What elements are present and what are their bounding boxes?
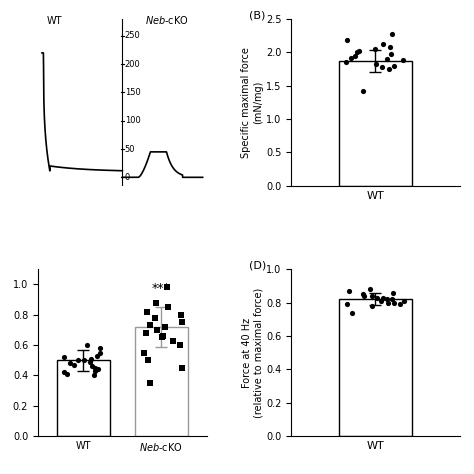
Point: [354, 48, 361, 56]
Point: [177, 311, 184, 319]
Point: [94, 365, 102, 373]
Point: [64, 370, 71, 378]
Bar: [135, 327, 188, 436]
Point: [93, 352, 100, 359]
Point: [373, 61, 380, 68]
Text: 50: 50: [125, 145, 135, 154]
Bar: [339, 61, 411, 186]
Point: [389, 289, 397, 296]
Point: [355, 47, 363, 55]
Point: [83, 341, 91, 349]
Text: (D): (D): [249, 261, 266, 271]
Point: [383, 295, 391, 303]
Point: [380, 41, 387, 48]
Point: [388, 30, 395, 37]
Point: [91, 367, 99, 374]
Point: [388, 295, 396, 303]
Point: [161, 323, 169, 331]
Point: [90, 372, 98, 379]
Point: [347, 54, 355, 62]
Point: [143, 308, 151, 316]
Point: [384, 299, 392, 306]
Point: [342, 59, 349, 66]
Point: [96, 349, 104, 356]
Point: [86, 358, 94, 365]
Text: 0: 0: [125, 173, 130, 182]
Point: [153, 299, 160, 306]
Point: [159, 332, 167, 340]
Point: [80, 356, 88, 364]
Point: [366, 285, 374, 293]
Point: [369, 292, 376, 300]
Point: [378, 63, 386, 71]
Point: [178, 364, 186, 372]
Point: [169, 337, 176, 344]
Point: [70, 361, 77, 369]
Point: [164, 283, 171, 291]
Point: [343, 301, 351, 308]
Point: [154, 326, 161, 334]
Point: [91, 364, 99, 372]
Point: [178, 319, 186, 326]
Point: [176, 341, 183, 349]
Point: [151, 314, 159, 321]
Bar: [57, 360, 109, 436]
Point: [399, 56, 407, 64]
Point: [373, 294, 381, 301]
Point: [164, 303, 172, 311]
Bar: [339, 299, 411, 436]
Point: [158, 334, 166, 341]
Point: [96, 344, 104, 352]
Point: [352, 52, 359, 59]
Point: [360, 292, 367, 300]
Point: [383, 55, 391, 63]
Point: [369, 302, 376, 310]
Text: 150: 150: [125, 88, 140, 97]
Text: $\it{Neb}$-cKO: $\it{Neb}$-cKO: [145, 14, 189, 26]
Text: ***: ***: [152, 282, 171, 295]
Y-axis label: Specific maximal force
(mN/mg): Specific maximal force (mN/mg): [241, 47, 263, 158]
Point: [88, 355, 95, 363]
Point: [146, 379, 154, 387]
Point: [142, 329, 150, 337]
Point: [74, 356, 82, 364]
Text: WT: WT: [46, 16, 62, 26]
Point: [60, 354, 67, 361]
Point: [378, 297, 385, 305]
Point: [391, 299, 398, 306]
Point: [146, 321, 154, 329]
Point: [385, 65, 392, 73]
Text: 100: 100: [125, 116, 140, 125]
Point: [140, 349, 148, 356]
Text: 200: 200: [125, 60, 140, 69]
Point: [359, 291, 366, 298]
Point: [387, 43, 394, 51]
Point: [379, 294, 387, 301]
Point: [391, 62, 398, 70]
Point: [372, 45, 379, 53]
Point: [396, 301, 403, 308]
Point: [89, 363, 96, 370]
Point: [343, 36, 350, 44]
Point: [401, 297, 408, 305]
Text: (B): (B): [249, 10, 265, 20]
Point: [359, 87, 367, 95]
Point: [345, 287, 352, 295]
Point: [387, 50, 395, 57]
Point: [145, 356, 152, 364]
Point: [349, 309, 356, 317]
Point: [66, 359, 74, 367]
Text: 250: 250: [125, 31, 140, 40]
Y-axis label: Force at 40 Hz
(relative to maximal force): Force at 40 Hz (relative to maximal forc…: [242, 288, 263, 418]
Point: [60, 369, 67, 376]
